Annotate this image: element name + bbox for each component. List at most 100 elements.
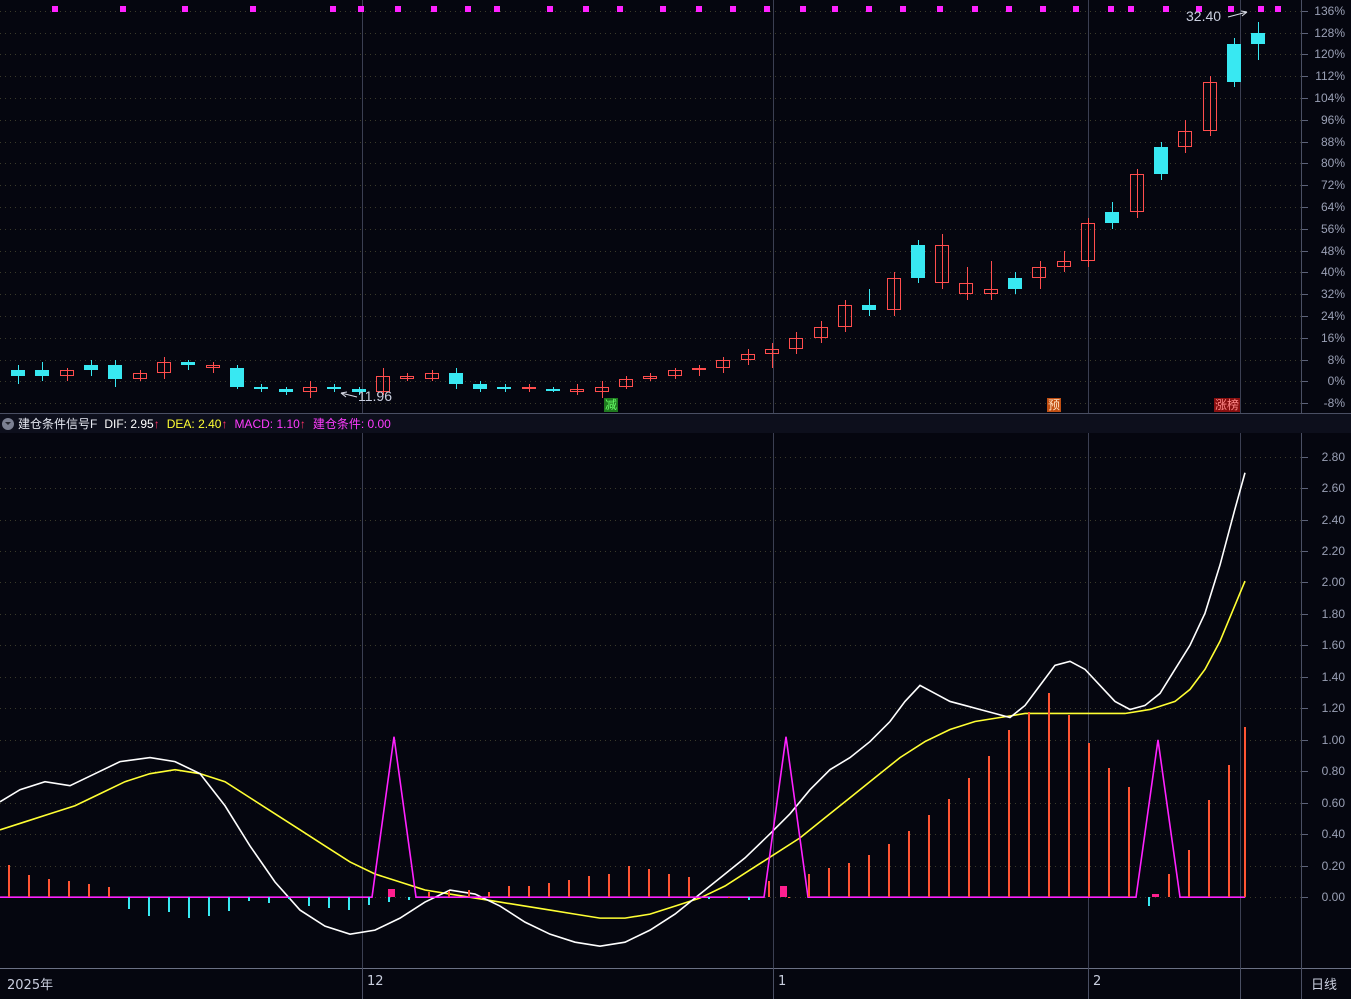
- time-axis-separator: [1240, 968, 1241, 999]
- signal-dot-marker: [1163, 6, 1169, 12]
- time-axis-background: [0, 968, 1351, 999]
- time-axis-separator: [362, 968, 363, 999]
- macd-histogram-bar: [88, 884, 90, 898]
- chevron-down-icon[interactable]: [2, 417, 14, 430]
- macd-gridline: [0, 582, 1301, 584]
- macd-histogram-bar: [308, 897, 310, 907]
- candle-body: [570, 389, 585, 393]
- candle-wick: [432, 370, 433, 382]
- signal-dot-marker: [431, 6, 437, 12]
- macd-histogram-bar: [328, 897, 330, 909]
- signal-dot-marker: [1108, 6, 1114, 12]
- macd-histogram-bar: [1008, 730, 1010, 898]
- signal-dot-marker: [1228, 6, 1234, 12]
- candle-body: [789, 337, 804, 349]
- price-chart-panel[interactable]: 32.40 11.96 减 预 涨榜 136% 128% 120% 112% 104% 96% 88…: [0, 0, 1351, 414]
- macd-histogram-bar: [1088, 742, 1090, 898]
- macd-histogram-bar: [968, 777, 970, 898]
- candle-body: [206, 364, 221, 368]
- candle-body: [1251, 32, 1266, 44]
- macd-axis-label: 0.40: [1321, 827, 1345, 842]
- candle-body: [327, 386, 342, 390]
- candle-wick: [991, 261, 992, 300]
- macd-histogram-bar: [48, 878, 50, 898]
- macd-histogram-bar: [68, 880, 70, 898]
- macd-histogram-bar: [588, 875, 590, 898]
- price-vgrid: [1240, 0, 1241, 414]
- candle-wick: [796, 332, 797, 355]
- price-axis-label: 136%: [1314, 3, 1345, 18]
- price-axis-label: -8%: [1323, 396, 1345, 411]
- macd-header[interactable]: 建仓条件信号F DIF: 2.95↑ DEA: 2.40↑ MACD: 1.10…: [0, 414, 1351, 433]
- macd-axis-line: [1301, 433, 1302, 968]
- signal-dot-marker: [182, 6, 188, 12]
- macd-axis-label: 0.20: [1321, 858, 1345, 873]
- macd-vgrid: [1088, 433, 1089, 968]
- signal-dot-marker: [358, 6, 364, 12]
- macd-axis-tick: [1302, 802, 1308, 804]
- dea-line: [0, 580, 1246, 919]
- candle-body: [862, 305, 877, 311]
- price-gridline: [0, 119, 1301, 121]
- signal-dot-marker: [937, 6, 943, 12]
- time-axis-label: 2: [1093, 974, 1102, 989]
- price-plot-area[interactable]: 32.40 11.96 减 预 涨榜: [0, 0, 1301, 414]
- candle-body: [279, 389, 294, 393]
- macd-axis-tick: [1302, 488, 1308, 490]
- macd-histogram-bar: [1208, 799, 1210, 898]
- macd-histogram-bar: [548, 882, 550, 898]
- signal-dot-marker: [972, 6, 978, 12]
- indicator-name: 建仓条件信号F: [18, 417, 98, 431]
- price-vgrid: [773, 0, 774, 414]
- price-axis-label: 80%: [1320, 156, 1345, 171]
- candle-body: [400, 375, 415, 379]
- macd-histogram-bar: [148, 897, 150, 917]
- candle-wick: [650, 373, 651, 382]
- time-axis-separator: [773, 968, 774, 999]
- macd-axis-label: 2.00: [1321, 575, 1345, 590]
- candle-body: [984, 288, 999, 295]
- macd-histogram-bar: [128, 897, 130, 909]
- macd-histogram-bar: [1148, 897, 1150, 907]
- candle-body: [1154, 147, 1169, 175]
- macd-axis-label: 2.80: [1321, 449, 1345, 464]
- candle-body: [546, 389, 561, 392]
- macd-axis-tick: [1302, 582, 1308, 584]
- signal-dot-marker: [1196, 6, 1202, 12]
- macd-histogram-bar: [1108, 768, 1110, 898]
- condition-signal-line: [0, 736, 1245, 898]
- macd-gridline: [0, 676, 1301, 678]
- macd-axis-label: 2.40: [1321, 512, 1345, 527]
- macd-histogram-bar: [228, 897, 230, 911]
- price-axis-tick: [1302, 185, 1308, 187]
- price-axis-label: 8%: [1327, 352, 1345, 367]
- price-gridline: [0, 141, 1301, 143]
- signal-dot-marker: [696, 6, 702, 12]
- macd-axis-tick: [1302, 519, 1308, 521]
- candle-body: [692, 367, 707, 371]
- signal-spike-path: [0, 736, 1245, 898]
- price-gridline: [0, 337, 1301, 339]
- macd-histogram-bar: [948, 799, 950, 898]
- time-axis-separator: [1088, 968, 1089, 999]
- price-axis-label: 88%: [1320, 134, 1345, 149]
- macd-histogram-bar: [1128, 787, 1130, 898]
- chart-annotation-marker[interactable]: 减: [604, 398, 619, 412]
- price-gridline: [0, 207, 1301, 208]
- macd-histogram-bar: [928, 815, 930, 898]
- macd-arrow-icon: ↑: [299, 416, 306, 431]
- dif-arrow-icon: ↑: [153, 416, 160, 431]
- candle-body: [1008, 277, 1023, 289]
- macd-chart-panel[interactable]: 建仓条件信号F DIF: 2.95↑ DEA: 2.40↑ MACD: 1.10…: [0, 414, 1351, 968]
- price-gridline: [0, 381, 1301, 383]
- macd-plot-area[interactable]: [0, 433, 1301, 968]
- price-axis-label: 104%: [1314, 91, 1345, 106]
- macd-histogram-bar: [348, 897, 350, 911]
- price-gridline: [0, 185, 1301, 187]
- price-axis-tick: [1302, 250, 1308, 252]
- price-axis-tick: [1302, 228, 1308, 230]
- chart-annotation-marker[interactable]: 预: [1047, 398, 1062, 412]
- dif-readout: DIF: 2.95↑: [104, 417, 159, 431]
- chart-annotation-marker[interactable]: 涨榜: [1214, 398, 1241, 412]
